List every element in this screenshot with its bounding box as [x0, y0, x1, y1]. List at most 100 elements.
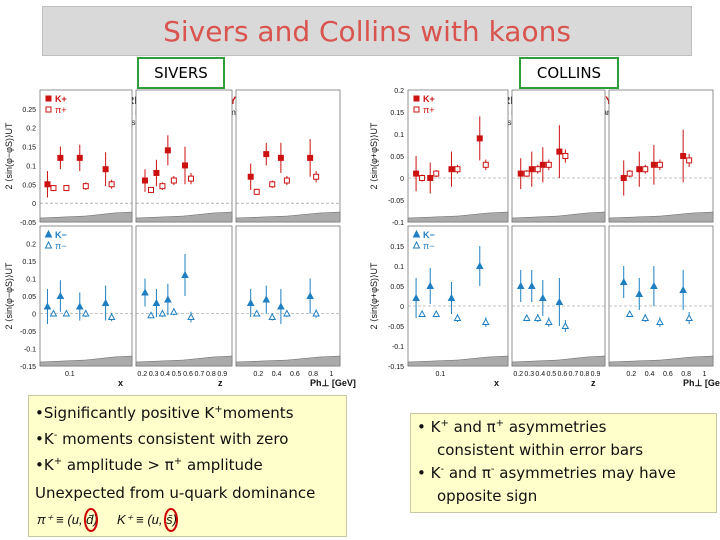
- collins-ylabel-bottom: 2 ⟨sin(φ+φS)⟩UT: [369, 262, 379, 329]
- sivers-bullet-3: •K+ amplitude > π+ amplitude: [35, 456, 263, 474]
- sivers-bottom-piminus-point: [158, 309, 167, 317]
- collins-top-kplus-point: [517, 170, 524, 177]
- collins-top-piplus-point: [642, 166, 649, 173]
- sivers-legend-marker: [45, 106, 52, 113]
- sivers-bottom-panel-3: [235, 225, 341, 367]
- sivers-top-kplus-point: [307, 154, 314, 161]
- collins-xtick-label: 0.6: [557, 371, 567, 378]
- sivers-bottom-ytick-label: 0.05: [22, 294, 36, 301]
- collins-xlabel-1: x: [494, 378, 499, 388]
- collins-xtick-label: 0.5: [546, 371, 556, 378]
- sivers-notes-box: •Significantly positive K+moments •K- mo…: [28, 395, 347, 537]
- collins-bottom-kminus-point: [475, 261, 484, 269]
- sivers-bottom-systematic-band: [235, 355, 341, 367]
- pion-quark-content: π⁺ ≡ (u, d̄): [37, 512, 98, 527]
- collins-bottom-systematic-band: [608, 355, 714, 367]
- sivers-ylabel-bottom: 2 ⟨sin(φ−φS)⟩UT: [4, 262, 14, 329]
- collins-top-piplus-point: [454, 166, 461, 173]
- sivers-bottom-kminus-point: [75, 302, 84, 310]
- collins-top-kplus-point: [413, 170, 420, 177]
- collins-top-kplus-point: [448, 166, 455, 173]
- sivers-bottom-piminus-point: [187, 312, 195, 320]
- sivers-top-kplus-point: [142, 177, 148, 184]
- sivers-bottom-piminus-point: [49, 309, 58, 317]
- collins-top-piplus-point: [626, 170, 633, 177]
- sivers-top-kplus-point: [277, 154, 284, 161]
- collins-bottom-kminus-point: [538, 293, 547, 301]
- sivers-top-kplus-point: [153, 169, 160, 176]
- collins-top-ytick-label: 0.2: [394, 88, 404, 95]
- collins-bottom-kminus-point: [555, 297, 564, 305]
- sivers-top-panel-3: [235, 89, 341, 223]
- sivers-bottom-piminus-point: [170, 307, 178, 315]
- sivers-xtick-label: 0.7: [195, 371, 205, 378]
- sivers-bottom-piminus-point: [107, 312, 116, 320]
- collins-bottom-ytick-label: -0.15: [388, 364, 404, 371]
- collins-top-ytick-label: -0.1: [392, 220, 404, 227]
- collins-legend-marker: [412, 240, 421, 249]
- collins-bottom-kminus-point: [516, 281, 525, 289]
- sivers-top-piplus-point: [253, 188, 260, 195]
- sivers-xlabel-3: Ph⊥ [GeV]: [310, 378, 356, 388]
- sivers-bottom-kminus-point: [141, 288, 149, 296]
- sivers-bottom-piminus-point: [268, 312, 277, 320]
- sivers-bottom-kminus-point: [262, 295, 271, 303]
- sivers-top-piplus-point: [170, 177, 177, 184]
- sivers-top-ytick-label: 0.1: [26, 163, 36, 170]
- sivers-top-piplus-point: [159, 183, 166, 190]
- kaon-antiquark-highlight: [164, 508, 178, 532]
- quark-content-formulas: π⁺ ≡ (u, d̄) K⁺ ≡ (u, s̄): [37, 508, 178, 532]
- collins-xtick-label: 0.7: [569, 371, 579, 378]
- collins-legend-piminus: π−: [423, 241, 434, 251]
- collins-xlabel-3: Ph⊥ [GeV]: [683, 378, 720, 388]
- sivers-bottom-ytick-label: 0.2: [26, 242, 36, 249]
- sivers-bottom-ytick-label: 0.15: [22, 259, 36, 266]
- collins-legend-piplus: π+: [423, 105, 434, 115]
- collins-top-kplus-point: [539, 161, 546, 168]
- collins-top-kplus-point: [620, 175, 627, 181]
- sivers-top-piplus-point: [108, 181, 115, 188]
- sivers-bullet-1: •Significantly positive K+moments: [35, 404, 294, 422]
- collins-bottom-ytick-label: 0.1: [394, 264, 404, 271]
- sivers-top-kplus-point: [76, 154, 83, 161]
- collins-bullet-1-cont: consistent within error bars: [437, 441, 644, 459]
- sivers-bottom-kminus-point: [152, 298, 161, 306]
- collins-xtick-label: 0.4: [535, 371, 545, 378]
- sivers-bottom-systematic-band: [39, 355, 133, 367]
- sivers-top-systematic-band: [39, 211, 133, 223]
- sivers-bottom-kminus-point: [306, 291, 314, 299]
- sivers-bottom-panel-1: [39, 225, 133, 367]
- sivers-bottom-ytick-label: -0.15: [20, 364, 36, 371]
- collins-xtick-label: 0.6: [663, 371, 673, 378]
- collins-xlabel-2: z: [591, 378, 596, 388]
- sivers-top-kplus-point: [247, 173, 254, 180]
- collins-bottom-piminus-point: [418, 309, 426, 317]
- sivers-top-kplus-point: [44, 181, 51, 188]
- sivers-top-ytick-label: 0.2: [26, 126, 36, 133]
- sivers-top-ytick-label: -0.05: [20, 220, 36, 227]
- sivers-xtick-label: 0.9: [217, 371, 227, 378]
- collins-bottom-kminus-point: [447, 293, 456, 301]
- sivers-xtick-label: 0.2: [137, 371, 147, 378]
- collins-xtick-label: 0.2: [626, 371, 636, 378]
- collins-legend-marker: [413, 106, 420, 113]
- sivers-top-kplus-point: [102, 166, 109, 173]
- sivers-legend-marker: [45, 95, 52, 102]
- sivers-bottom-kminus-point: [246, 298, 255, 306]
- collins-top-systematic-band: [511, 211, 606, 223]
- sivers-xtick-label: 0.8: [206, 371, 216, 378]
- slide-title-bar: Sivers and Collins with kaons: [42, 6, 692, 56]
- collins-top-systematic-band: [407, 211, 509, 223]
- collins-legend-kplus: K+: [423, 94, 435, 104]
- sivers-bottom-kminus-point: [181, 270, 189, 278]
- collins-top-ytick-label: 0.05: [390, 154, 404, 161]
- collins-top-piplus-point: [523, 170, 530, 177]
- sivers-legend-kplus: K+: [55, 94, 67, 104]
- sivers-top-ytick-label: 0.25: [22, 107, 36, 114]
- collins-bottom-piminus-point: [432, 309, 441, 317]
- sivers-label: SIVERS: [137, 57, 225, 89]
- sivers-ylabel-top: 2 ⟨sin(φ−φS)⟩UT: [4, 122, 14, 189]
- collins-xtick-label: 0.8: [580, 371, 590, 378]
- collins-top-ytick-label: 0.1: [394, 132, 404, 139]
- collins-xtick-label: 0.3: [524, 371, 534, 378]
